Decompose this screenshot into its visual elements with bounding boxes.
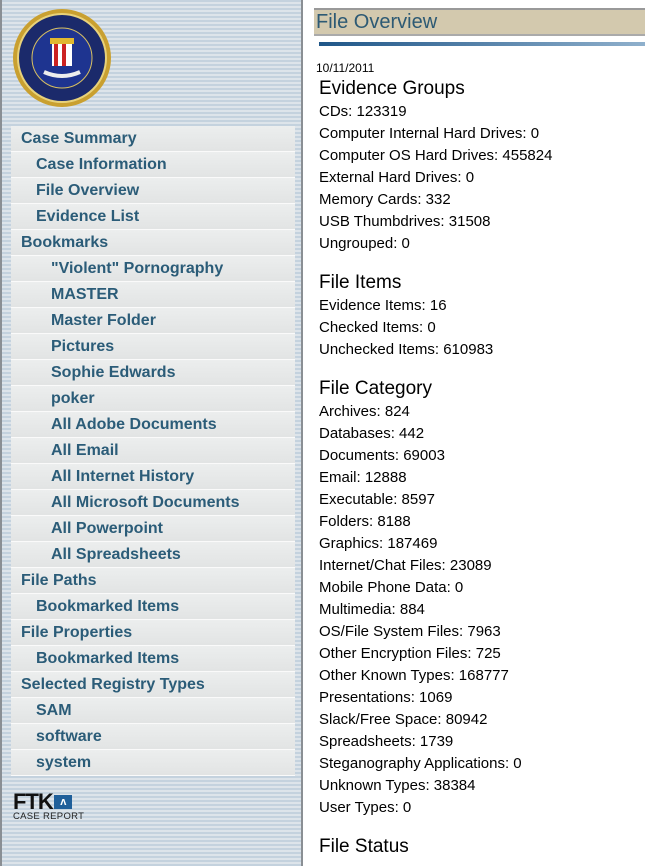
nav-item-master-folder[interactable]: Master Folder	[11, 308, 295, 334]
stat-row: Other Encryption Files: 725	[319, 645, 501, 662]
nav-item-violent-pornography[interactable]: "Violent" Pornography	[11, 256, 295, 282]
main-content: File Overview 10/11/2011 Evidence Groups…	[314, 0, 645, 859]
section-gap	[319, 255, 645, 269]
title-divider	[319, 42, 645, 46]
stat-row: Documents: 69003	[319, 447, 445, 464]
stat-row: Archives: 824	[319, 403, 410, 420]
nav-item-bookmarks[interactable]: Bookmarks	[11, 230, 295, 256]
stat-row: Unknown Types: 38384	[319, 777, 476, 794]
stat-row: Spreadsheets: 1739	[319, 733, 454, 750]
fbi-seal-logo	[12, 8, 112, 108]
nav-item-master[interactable]: MASTER	[11, 282, 295, 308]
nav-item-all-microsoft-documents[interactable]: All Microsoft Documents	[11, 490, 295, 516]
nav-item-file-overview[interactable]: File Overview	[11, 178, 295, 204]
ftk-case-report-logo: FTK ᴧ CASE REPORT	[13, 789, 85, 822]
case-report-text: CASE REPORT	[13, 811, 85, 822]
nav-item-all-adobe-documents[interactable]: All Adobe Documents	[11, 412, 295, 438]
section-gap	[319, 361, 645, 375]
section-gap	[319, 819, 645, 833]
nav-item-case-information[interactable]: Case Information	[11, 152, 295, 178]
nav-item-sophie-edwards[interactable]: Sophie Edwards	[11, 360, 295, 386]
nav-item-case-summary[interactable]: Case Summary	[11, 126, 295, 152]
overview-sections: Evidence Groups CDs: 123319 Computer Inter…	[314, 77, 645, 859]
nav-item-poker[interactable]: poker	[11, 386, 295, 412]
nav-item-sam[interactable]: SAM	[11, 698, 295, 724]
nav-item-selected-registry-types[interactable]: Selected Registry Types	[11, 672, 295, 698]
nav-item-system[interactable]: system	[11, 750, 295, 776]
stat-row: Ungrouped: 0	[319, 235, 410, 252]
stat-row: Unchecked Items: 610983	[319, 341, 494, 358]
stat-row: Computer Internal Hard Drives: 0	[319, 125, 540, 142]
section-heading: File Category	[319, 378, 432, 399]
stat-row: Internet/Chat Files: 23089	[319, 557, 492, 574]
nav-item-evidence-list[interactable]: Evidence List	[11, 204, 295, 230]
section-heading: File Status	[319, 836, 409, 857]
stat-row: Multimedia: 884	[319, 601, 425, 618]
nav-item-file-properties[interactable]: File Properties	[11, 620, 295, 646]
nav-item-all-spreadsheets[interactable]: All Spreadsheets	[11, 542, 295, 568]
nav-item-bookmarked-items[interactable]: Bookmarked Items	[11, 646, 295, 672]
ad-logo-icon: ᴧ	[53, 795, 72, 809]
stat-row: Slack/Free Space: 80942	[319, 711, 488, 728]
nav-item-file-paths[interactable]: File Paths	[11, 568, 295, 594]
stat-row: Steganography Applications: 0	[319, 755, 522, 772]
nav-item-pictures[interactable]: Pictures	[11, 334, 295, 360]
nav-item-bookmarked-items[interactable]: Bookmarked Items	[11, 594, 295, 620]
stat-row: CDs: 123319	[319, 103, 407, 120]
nav-item-all-powerpoint[interactable]: All Powerpoint	[11, 516, 295, 542]
stat-row: Memory Cards: 332	[319, 191, 451, 208]
report-navigation: Case Summary Case Information File Overvie…	[11, 126, 295, 776]
stat-row: Email: 12888	[319, 469, 407, 486]
stat-row: Executable: 8597	[319, 491, 435, 508]
stat-row: Folders: 8188	[319, 513, 411, 530]
nav-item-software[interactable]: software	[11, 724, 295, 750]
section-heading: File Items	[319, 272, 402, 293]
stat-row: External Hard Drives: 0	[319, 169, 475, 186]
stat-row: Checked Items: 0	[319, 319, 436, 336]
report-date: 10/11/2011	[316, 61, 375, 75]
nav-item-all-internet-history[interactable]: All Internet History	[11, 464, 295, 490]
stat-row: Computer OS Hard Drives: 455824	[319, 147, 553, 164]
stat-row: User Types: 0	[319, 799, 412, 816]
stat-row: OS/File System Files: 7963	[319, 623, 501, 640]
section-heading: Evidence Groups	[319, 78, 465, 99]
nav-item-all-email[interactable]: All Email	[11, 438, 295, 464]
sidebar: Case Summary Case Information File Overvie…	[0, 0, 303, 866]
stat-row: Graphics: 187469	[319, 535, 438, 552]
ftk-logo-text: FTK	[13, 789, 54, 814]
stat-row: USB Thumbdrives: 31508	[319, 213, 491, 230]
stat-row: Databases: 442	[319, 425, 425, 442]
stat-row: Presentations: 1069	[319, 689, 453, 706]
stat-row: Other Known Types: 168777	[319, 667, 509, 684]
page-title: File Overview	[314, 8, 645, 36]
stat-row: Evidence Items: 16	[319, 297, 447, 314]
stat-row: Mobile Phone Data: 0	[319, 579, 464, 596]
